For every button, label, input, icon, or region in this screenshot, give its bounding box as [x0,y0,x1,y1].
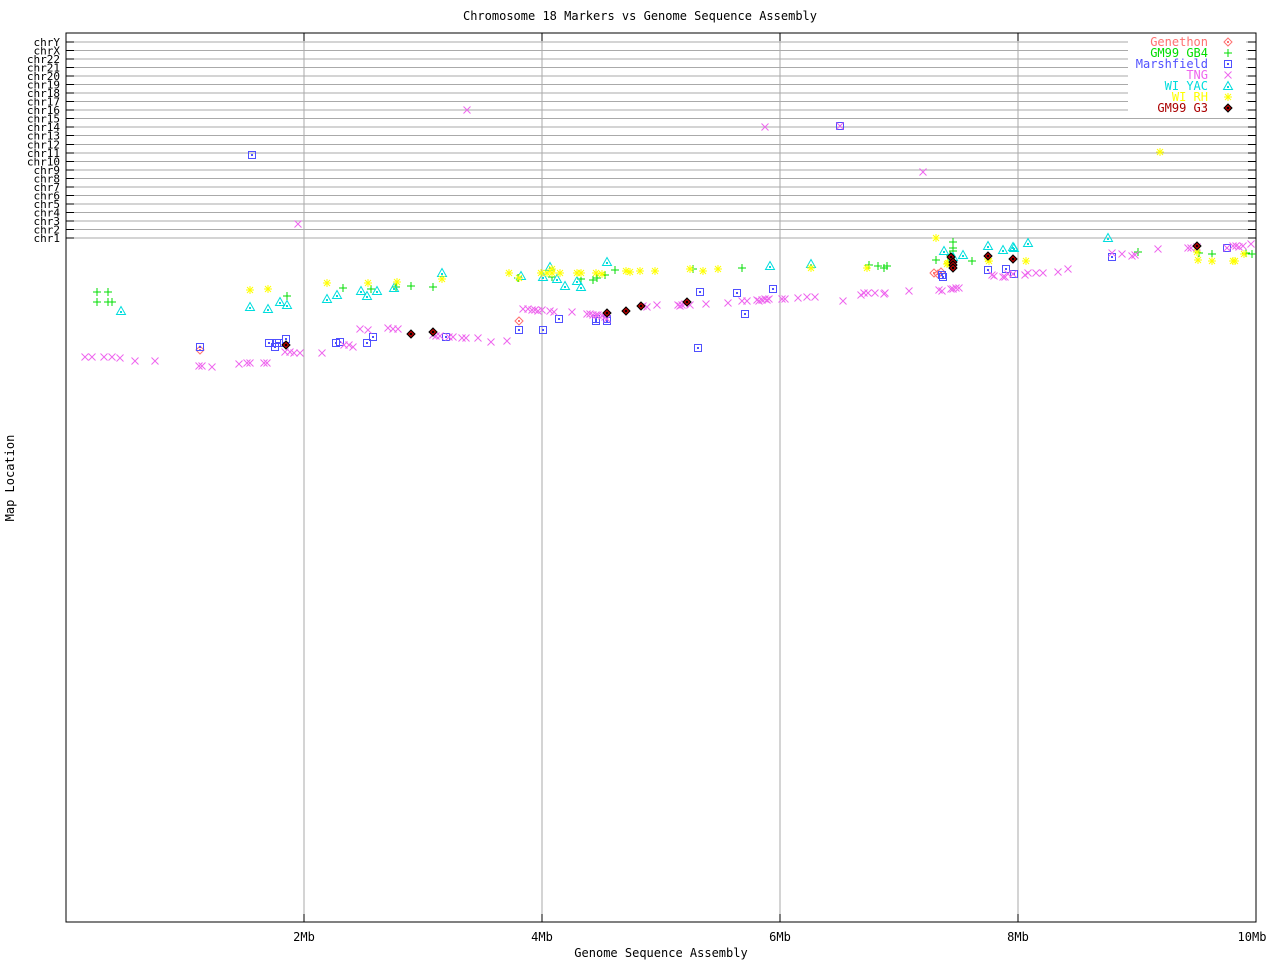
y-tick-label-chr15: chr15 [27,113,60,126]
y-tick-label-chr10: chr10 [27,155,60,168]
x-tick-label-2Mb: 2Mb [293,930,315,944]
legend-label: Marshfield [1136,57,1208,71]
legend-label: GM99 GB4 [1150,46,1208,60]
series-marshfield [196,122,1231,352]
legend-label: GM99 G3 [1157,101,1208,115]
x-tick-label-4Mb: 4Mb [531,930,553,944]
legend-item-genethon: Genethon [1150,35,1233,49]
y-tick-label-chr13: chr13 [27,130,60,143]
legend-item-marshfield: Marshfield [1136,57,1232,71]
y-tick-label-chr2: chr2 [34,223,61,236]
legend-label: TNG [1186,68,1208,82]
legend-item-gm99-g3: GM99 G3 [1157,101,1233,115]
y-tick-label-chr9: chr9 [34,164,61,177]
series-wi-yac [115,232,1114,315]
x-tick-label-10Mb: 10Mb [1238,930,1267,944]
legend-item-wi-rh: WI RH [1172,90,1232,104]
y-tick-label-chr8: chr8 [34,172,61,185]
series-tng [81,106,1255,371]
y-tick-label-chr20: chr20 [27,70,60,83]
y-tick-label-chr22: chr22 [27,53,60,66]
y-tick-label-chr18: chr18 [27,87,60,100]
y-tick-label-chr3: chr3 [34,215,61,228]
plot-border [65,32,1257,923]
legend-label: WI YAC [1165,79,1208,93]
legend-label: Genethon [1150,35,1208,49]
x-tick-labels: 2Mb 4Mb 6Mb 8Mb 10Mb [293,930,1266,944]
chart-title: Chromosome 18 Markers vs Genome Sequence… [462,9,817,23]
y-tick-label-chr5: chr5 [34,198,61,211]
y-tick-label-chr4: chr4 [34,206,61,219]
legend-item-wi-yac: WI YAC [1165,79,1234,93]
y-tick-label-chr1: chr1 [34,232,61,245]
legend-item-gm99-gb4: GM99 GB4 [1150,46,1232,60]
y-tick-label-chr21: chr21 [27,62,60,75]
legend-item-tng: TNG [1186,68,1232,82]
series-gm99-g3 [281,241,1202,350]
y-tick-label-chr11: chr11 [27,147,60,160]
y-tick-label-chr16: chr16 [27,104,60,117]
y-tick-labels: chrYchrXchr22chr21chr20chr19chr18chr17ch… [27,36,60,245]
x-axis-label: Genome Sequence Assembly [574,946,748,960]
y-tick-label-chr14: chr14 [27,121,60,134]
y-tick-label-chrX: chrX [34,45,61,58]
y-tick-label-chr17: chr17 [27,96,60,109]
y-tick-label-chr6: chr6 [34,189,61,202]
x-tick-label-6Mb: 6Mb [769,930,791,944]
gridlines [66,33,1256,922]
y-tick-label-chrY: chrY [34,36,61,49]
legend-background [1128,35,1246,115]
series-gm99-gb4 [93,238,1256,306]
axis-ticks [66,33,1257,922]
x-tick-label-8Mb: 8Mb [1007,930,1029,944]
y-tick-label-chr19: chr19 [27,79,60,92]
legend-label: WI RH [1172,90,1208,104]
y-tick-label-chr12: chr12 [27,138,60,151]
y-tick-label-chr7: chr7 [34,181,61,194]
